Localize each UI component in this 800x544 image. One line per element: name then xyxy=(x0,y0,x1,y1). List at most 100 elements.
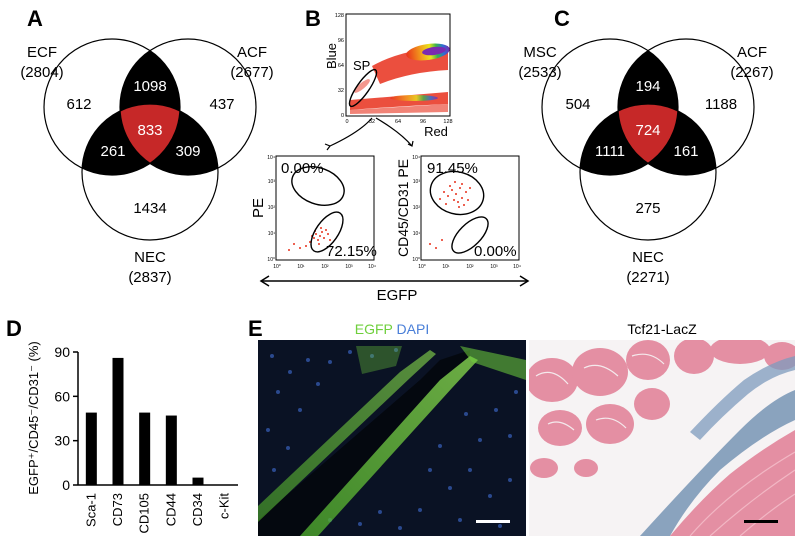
venn-a-region-bottom: 1434 xyxy=(133,200,166,217)
flow-main-gate-label: SP xyxy=(353,58,370,73)
venn-c-set1-name: MSC xyxy=(523,44,557,61)
flow-cd-ytick: 10⁴ xyxy=(412,155,420,161)
egfp-axis-label: EGFP xyxy=(377,287,418,304)
bar-sca-1 xyxy=(85,412,97,485)
venn-diagram-a: ECF (2804) ACF (2677) NEC (2837) 612 437… xyxy=(20,38,274,286)
flow-pe-xtick: 10³ xyxy=(345,264,353,270)
flow-cd-bottom-pct: 0.00% xyxy=(474,243,517,260)
flow-plot-main: SP Blue Red 0 32 64 96 128 0 32 64 96 12… xyxy=(324,13,453,151)
flow-cd-xticks: 10⁰ 10¹ 10² 10³ 10⁴ xyxy=(418,264,521,270)
venn-a-region-right: 437 xyxy=(209,96,234,113)
venn-c-region-lb: 1111 xyxy=(595,143,625,160)
flow-cd-ytick: 10⁰ xyxy=(412,257,420,263)
venn-diagram-c: MSC (2533) ACF (2267) NEC (2271) 504 118… xyxy=(518,38,774,286)
panel-letter-a: A xyxy=(27,6,43,31)
histology-image xyxy=(529,340,795,536)
flow-cd-ytick: 10³ xyxy=(413,179,421,185)
egfp-label: EGFP xyxy=(355,321,393,337)
venn-c-region-rb: 161 xyxy=(673,143,698,160)
flow-main-xtick: 64 xyxy=(395,119,401,125)
y-tick-label: 0 xyxy=(62,477,70,493)
bar-cd44 xyxy=(165,415,177,485)
x-tick-label: CD105 xyxy=(137,493,152,533)
flow-cd-ylabel: CD45/CD31 PE xyxy=(395,159,411,257)
flow-pe-ytick: 10² xyxy=(268,205,276,211)
flow-pe-xtick: 10² xyxy=(321,264,329,270)
venn-a-region-center: 833 xyxy=(137,122,162,139)
panel-e: EGFP DAPI Tcf21-LacZ xyxy=(258,321,795,536)
flow-cd-ytick: 10² xyxy=(413,205,421,211)
flow-cd-yticks: 10⁰ 10¹ 10² 10³ 10⁴ xyxy=(412,155,420,263)
x-tick-label: CD73 xyxy=(110,493,125,526)
flow-pe-xtick: 10⁰ xyxy=(273,264,281,270)
muscle-lines xyxy=(535,353,665,431)
venn-c-region-center: 724 xyxy=(635,122,660,139)
bar-cd105 xyxy=(139,412,151,485)
venn-c-region-lr: 194 xyxy=(635,78,660,95)
flow-plot-pe: 0.00% 72.15% PE 10⁰ 10¹ 10² 10³ 10⁴ 10⁰ … xyxy=(250,155,377,270)
flow-pe-ytick: 10¹ xyxy=(268,231,276,237)
flow-main-scatter xyxy=(350,43,450,114)
flow-main-xlabel: Red xyxy=(424,124,448,139)
flow-main-ytick: 32 xyxy=(338,88,344,94)
flow-pe-xtick: 10¹ xyxy=(297,264,305,270)
image-label-tcf21: Tcf21-LacZ xyxy=(627,321,697,337)
flow-main-ytick: 64 xyxy=(338,63,344,69)
y-tick-label: 60 xyxy=(54,388,70,404)
flow-main-xtick: 128 xyxy=(443,119,452,125)
x-tick-label: CD44 xyxy=(163,493,178,526)
bar-chart-d: 0 30 60 90 Sca-1 CD73 CD105 CD44 CD34 c-Kit EGFP… xyxy=(26,341,238,533)
venn-c-set3-total: (2271) xyxy=(626,269,669,286)
venn-a-set3-total: (2837) xyxy=(128,269,171,286)
panel-letter-e: E xyxy=(248,316,263,341)
flow-pe-xtick: 10⁴ xyxy=(368,264,376,270)
venn-c-set3-name: NEC xyxy=(632,249,664,266)
muscle-bundles xyxy=(529,340,795,478)
panel-letter-b: B xyxy=(305,6,321,31)
bar-cd34 xyxy=(192,477,204,485)
dapi-nuclei xyxy=(266,348,518,530)
flow-cd-ytick: 10¹ xyxy=(413,231,421,237)
flow-pe-ylabel: PE xyxy=(250,198,267,218)
flow-cd-xtick: 10⁰ xyxy=(418,264,426,270)
flow-cd-top-pct: 91.45% xyxy=(427,160,478,177)
venn-c-set2-total: (2267) xyxy=(730,64,773,81)
y-tick-label: 30 xyxy=(54,433,70,449)
flow-main-xtick: 96 xyxy=(420,119,426,125)
flow-main-xtick: 0 xyxy=(345,119,348,125)
flow-main-ytick: 96 xyxy=(338,38,344,44)
flow-pe-ytick: 10³ xyxy=(268,179,276,185)
flow-main-ylabel: Blue xyxy=(324,43,339,69)
venn-a-set2-total: (2677) xyxy=(230,64,273,81)
venn-a-region-rb: 309 xyxy=(175,143,200,160)
flow-main-ytick: 128 xyxy=(335,13,344,19)
venn-a-region-left: 612 xyxy=(66,96,91,113)
bar-chart-ylabel: EGFP⁺/CD45⁻/CD31⁻ (%) xyxy=(26,341,41,495)
fluorescence-image xyxy=(258,340,526,536)
flow-pe-yticks: 10⁰ 10¹ 10² 10³ 10⁴ xyxy=(267,155,275,263)
venn-a-set1-total: (2804) xyxy=(20,64,63,81)
venn-a-set2-name: ACF xyxy=(237,44,267,61)
venn-c-set1-total: (2533) xyxy=(518,64,561,81)
panel-letter-c: C xyxy=(554,6,570,31)
flow-plot-cd45-cd31: 91.45% 0.00% CD45/CD31 PE 10⁰ 10¹ 10² 10… xyxy=(395,155,521,270)
venn-a-region-lb: 261 xyxy=(100,143,125,160)
flow-pe-ytick: 10⁴ xyxy=(267,155,275,161)
flow-main-xticks: 0 32 64 96 128 xyxy=(345,119,452,125)
image-label-egfp: EGFP DAPI xyxy=(355,321,429,337)
venn-a-region-lr: 1098 xyxy=(133,78,166,95)
venn-a-set3-name: NEC xyxy=(134,249,166,266)
dapi-label: DAPI xyxy=(397,321,430,337)
flow-cd-dots xyxy=(429,181,471,249)
x-tick-label: Sca-1 xyxy=(83,493,98,527)
venn-c-set2-name: ACF xyxy=(737,44,767,61)
flow-main-yticks: 0 32 64 96 128 xyxy=(335,13,344,119)
egfp-axis-arrow: EGFP xyxy=(259,275,530,304)
flow-cd-xtick: 10¹ xyxy=(442,264,450,270)
flow-pe-bottom-pct: 72.15% xyxy=(326,243,377,260)
y-tick-label: 90 xyxy=(54,344,70,360)
flow-cd-xtick: 10⁴ xyxy=(513,264,521,270)
x-tick-label: CD34 xyxy=(190,493,205,526)
bar-cd73 xyxy=(112,357,124,485)
